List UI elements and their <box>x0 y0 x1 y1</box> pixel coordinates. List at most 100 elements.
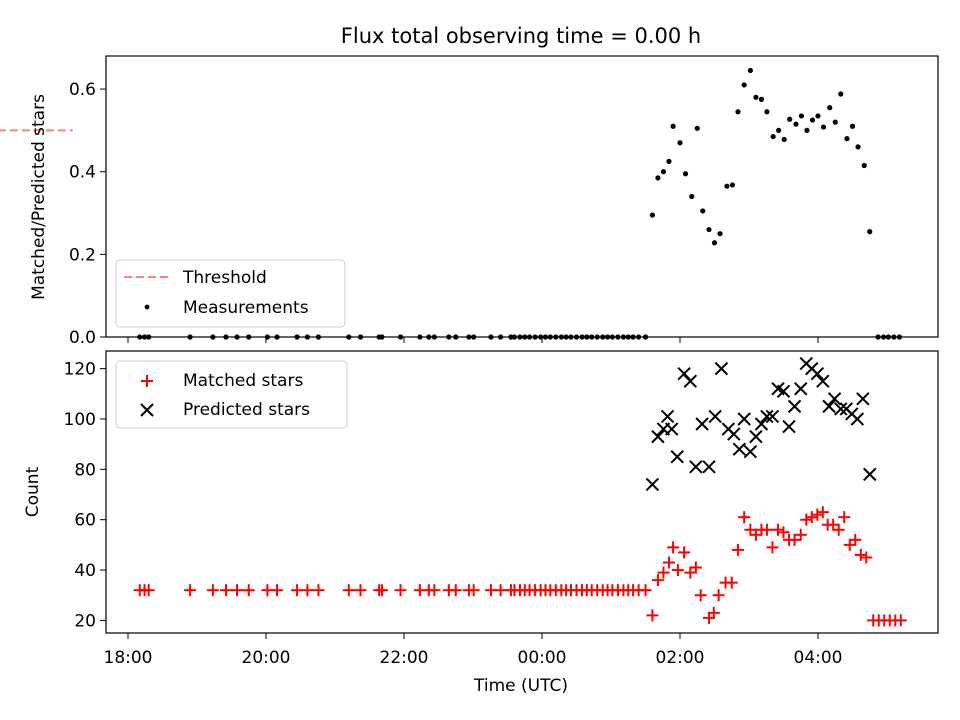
matched-star-marker <box>800 513 813 526</box>
matched-star-marker <box>231 584 244 597</box>
x-tick-label: 04:00 <box>794 648 843 668</box>
measurements-legend-label: Measurements <box>183 298 309 318</box>
x-tick-label: 00:00 <box>518 648 567 668</box>
x-axis-label: Time (UTC) <box>473 676 568 696</box>
matched-star-marker <box>242 584 255 597</box>
predicted-star-marker <box>776 384 791 398</box>
measurement-point <box>809 117 816 123</box>
matched-star-marker <box>142 584 155 597</box>
predicted-star-marker <box>754 417 769 431</box>
matched-star-marker <box>694 589 707 602</box>
matched-star-marker <box>494 584 507 597</box>
measurement-point <box>706 226 712 233</box>
matched-star-marker <box>394 584 407 597</box>
predicted-star-marker <box>665 422 679 436</box>
matched-star-marker <box>428 584 441 597</box>
measurement-point <box>735 109 741 115</box>
matched-star-marker <box>860 551 873 564</box>
matched-star-marker <box>646 609 659 622</box>
predicted-star-marker <box>782 419 796 434</box>
matched-legend-swatch <box>141 375 153 387</box>
measurement-point <box>666 158 672 164</box>
measurement-point <box>770 133 776 140</box>
matched-star-marker <box>838 511 851 524</box>
measurement-point <box>747 67 753 74</box>
matched-star-marker <box>312 584 325 597</box>
top-legend: Threshold Measurements <box>115 259 346 328</box>
predicted-star-marker <box>816 374 830 388</box>
x-tick-label: 02:00 <box>656 648 705 668</box>
matched-star-marker <box>777 526 790 539</box>
matched-star-marker <box>771 523 784 536</box>
predicted-star-marker <box>765 409 780 424</box>
predicted-star-marker <box>794 382 808 396</box>
top-panel: 0.0 0.2 0.4 0.6 Matched/Predicted stars Thr… <box>0 55 939 348</box>
predicted-star-marker <box>863 467 877 482</box>
matched-star-marker <box>725 576 738 589</box>
predicted-star-marker <box>727 427 741 441</box>
bottom-y-tick-label: 120 <box>64 360 96 380</box>
measurement-point <box>764 109 770 115</box>
predicted-star-marker <box>689 460 703 474</box>
measurement-point <box>700 208 706 214</box>
measurement-point <box>724 183 730 189</box>
measurement-point <box>670 123 676 129</box>
measurement-point <box>855 144 861 150</box>
matched-star-marker <box>271 584 284 597</box>
measurement-point <box>793 121 799 127</box>
top-y-tick-label: 0.0 <box>69 328 96 348</box>
measurement-point <box>781 136 787 143</box>
top-y-tick-label: 0.4 <box>69 163 96 183</box>
measurements-legend-swatch <box>144 304 150 310</box>
matched-star-marker <box>671 564 684 577</box>
measurement-point <box>711 240 718 246</box>
measurement-point <box>649 212 656 218</box>
matched-star-marker <box>467 584 480 597</box>
predicted-star-marker <box>660 409 675 424</box>
threshold-legend-label: Threshold <box>182 268 267 288</box>
matched-star-marker <box>760 523 773 536</box>
matched-star-marker <box>788 533 801 546</box>
predicted-star-marker <box>702 460 716 474</box>
top-y-tick-label: 0.2 <box>69 245 96 265</box>
measurement-point <box>753 94 759 100</box>
matched-star-marker <box>206 584 219 597</box>
matched-star-marker <box>707 606 720 619</box>
top-legend-box <box>115 259 346 328</box>
measurement-point <box>758 96 765 102</box>
predicted-star-marker <box>732 442 747 456</box>
x-tick-label: 20:00 <box>242 648 291 668</box>
bottom-y-tick-label: 60 <box>74 511 96 531</box>
predicted-legend-swatch <box>140 403 154 417</box>
bottom-x-ticks: 18:00 20:00 22:00 00:00 02:00 04:00 <box>104 633 843 668</box>
measurement-point <box>660 169 667 175</box>
chart-title: Flux total observing time = 0.00 h <box>341 24 701 48</box>
predicted-star-marker <box>856 392 870 406</box>
measurement-point <box>677 140 683 146</box>
predicted-star-marker <box>827 392 842 406</box>
predicted-legend-label: Predicted stars <box>183 400 310 420</box>
measurement-point <box>798 113 805 119</box>
top-axes-frame <box>105 55 939 338</box>
matched-star-marker <box>894 614 907 627</box>
matched-star-marker <box>738 511 751 524</box>
matched-star-marker <box>794 528 807 541</box>
matched-star-marker <box>827 518 840 531</box>
predicted-star-marker <box>683 374 698 388</box>
matched-star-marker <box>766 541 779 554</box>
measurement-point <box>867 229 873 235</box>
matched-star-marker <box>662 556 675 569</box>
predicted-star-marker <box>695 417 709 431</box>
top-x-ticks <box>127 337 819 343</box>
matched-star-marker <box>449 584 462 597</box>
measurement-point <box>655 175 661 181</box>
measurement-point <box>717 231 723 237</box>
matched-star-marker <box>684 566 697 579</box>
top-y-ticks: 0.0 0.2 0.4 0.6 <box>69 80 106 348</box>
x-tick-label: 18:00 <box>104 648 153 668</box>
matched-star-marker <box>657 566 670 579</box>
predicted-star-marker <box>714 361 729 376</box>
matched-star-marker <box>832 523 845 536</box>
predicted-star-marker <box>760 409 774 424</box>
